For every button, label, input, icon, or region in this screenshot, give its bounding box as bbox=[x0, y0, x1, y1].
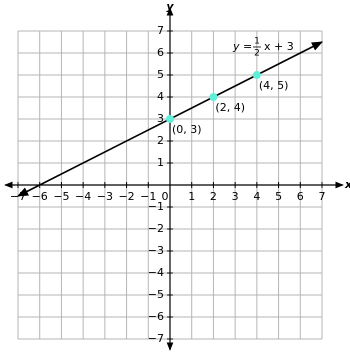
y-tick-label: −2 bbox=[148, 222, 164, 235]
x-tick-label: −2 bbox=[118, 190, 134, 203]
y-tick-label: −5 bbox=[148, 288, 164, 301]
y-tick-label: −4 bbox=[148, 266, 164, 279]
x-tick-label: 3 bbox=[232, 190, 239, 203]
x-tick-label: 4 bbox=[253, 190, 260, 203]
equation-numerator: 1 bbox=[254, 37, 260, 47]
y-tick-label: −6 bbox=[148, 310, 164, 323]
y-tick-label: 5 bbox=[157, 68, 164, 81]
equation-equals: = bbox=[243, 40, 252, 53]
y-tick-label: −3 bbox=[148, 244, 164, 257]
y-tick-label: 4 bbox=[157, 90, 164, 103]
point bbox=[166, 115, 174, 123]
point-label: (0, 3) bbox=[172, 123, 202, 136]
x-tick-label: 6 bbox=[297, 190, 304, 203]
equation-rest: x + 3 bbox=[264, 40, 294, 53]
x-tick-label: −4 bbox=[75, 190, 91, 203]
x-tick-label: −6 bbox=[32, 190, 48, 203]
x-tick-label: 1 bbox=[188, 190, 195, 203]
y-axis-label: y bbox=[166, 0, 174, 13]
x-tick-label: −3 bbox=[97, 190, 113, 203]
y-tick-label: 1 bbox=[157, 156, 164, 169]
x-tick-label: 7 bbox=[319, 190, 326, 203]
x-tick-label: −7 bbox=[10, 190, 26, 203]
equation-denominator: 2 bbox=[254, 49, 260, 59]
point bbox=[252, 71, 261, 79]
x-axis-label: x bbox=[344, 178, 350, 191]
y-tick-label: −1 bbox=[148, 200, 164, 213]
y-tick-label: 7 bbox=[157, 24, 164, 37]
x-tick-label: 2 bbox=[210, 190, 217, 203]
y-tick-label: 2 bbox=[157, 134, 164, 147]
point-label: (4, 5) bbox=[259, 79, 289, 92]
point-label: (2, 4) bbox=[215, 101, 245, 114]
equation-lhs: y bbox=[232, 40, 240, 53]
y-tick-label: 6 bbox=[157, 46, 164, 59]
y-tick-label: −7 bbox=[148, 332, 164, 345]
point bbox=[209, 93, 218, 101]
x-tick-label: −5 bbox=[53, 190, 69, 203]
x-tick-label: 5 bbox=[275, 190, 282, 203]
equation: y = 1 2 x + 3 bbox=[232, 37, 294, 59]
